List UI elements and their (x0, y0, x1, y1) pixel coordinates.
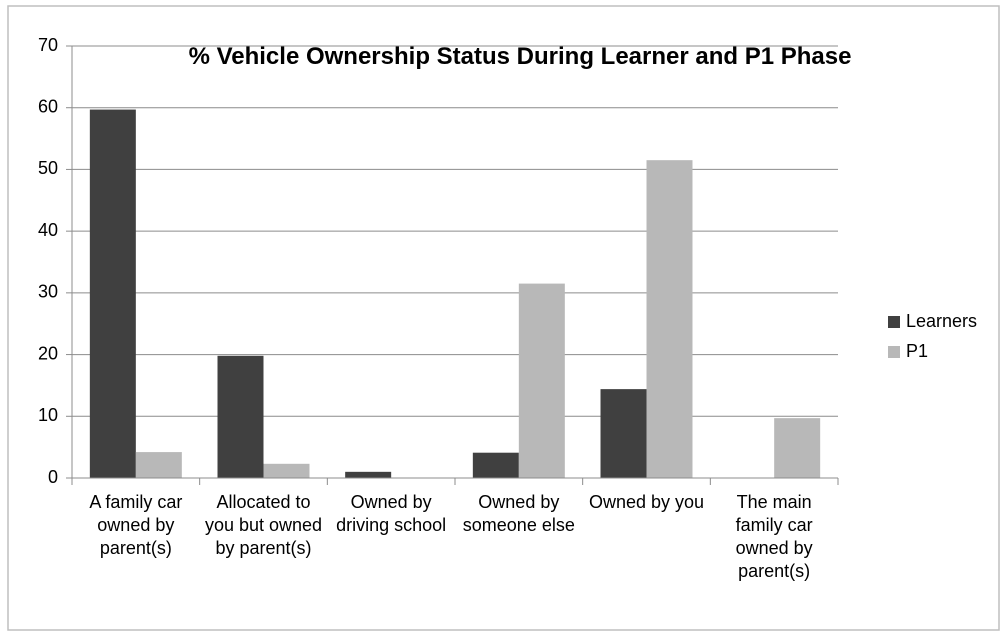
bar (345, 471, 392, 478)
bar (646, 160, 693, 478)
x-tick-label: Owned by you (588, 492, 705, 512)
chart-title: % Vehicle Ownership Status During Learne… (188, 43, 852, 70)
x-tick-label: Allocated to you but owned by parent(s) (204, 492, 323, 558)
x-tick-label: Owned by someone else (462, 492, 575, 535)
bar (472, 452, 519, 478)
y-tick-label: 0 (48, 467, 58, 487)
x-tick-label: Owned by driving school (336, 492, 447, 535)
legend-label: P1 (906, 341, 928, 361)
x-tick-label: A family car owned by parent(s) (89, 492, 183, 558)
bar (217, 355, 264, 478)
legend-label: Learners (906, 311, 977, 331)
y-tick-label: 10 (38, 405, 58, 425)
y-tick-label: 30 (38, 282, 58, 302)
y-tick-label: 70 (38, 35, 58, 55)
bar (600, 389, 647, 478)
bar (89, 109, 136, 479)
chart-border (7, 5, 1000, 631)
bar (774, 418, 821, 478)
bar (518, 283, 565, 478)
bar (263, 463, 310, 478)
y-tick-label: 60 (38, 96, 58, 116)
bar (135, 452, 182, 478)
legend-swatch (888, 346, 900, 358)
y-tick-label: 20 (38, 343, 58, 363)
x-tick-label: The main family car owned by parent(s) (735, 492, 813, 581)
y-tick-label: 40 (38, 220, 58, 240)
legend-swatch (888, 316, 900, 328)
y-tick-label: 50 (38, 158, 58, 178)
